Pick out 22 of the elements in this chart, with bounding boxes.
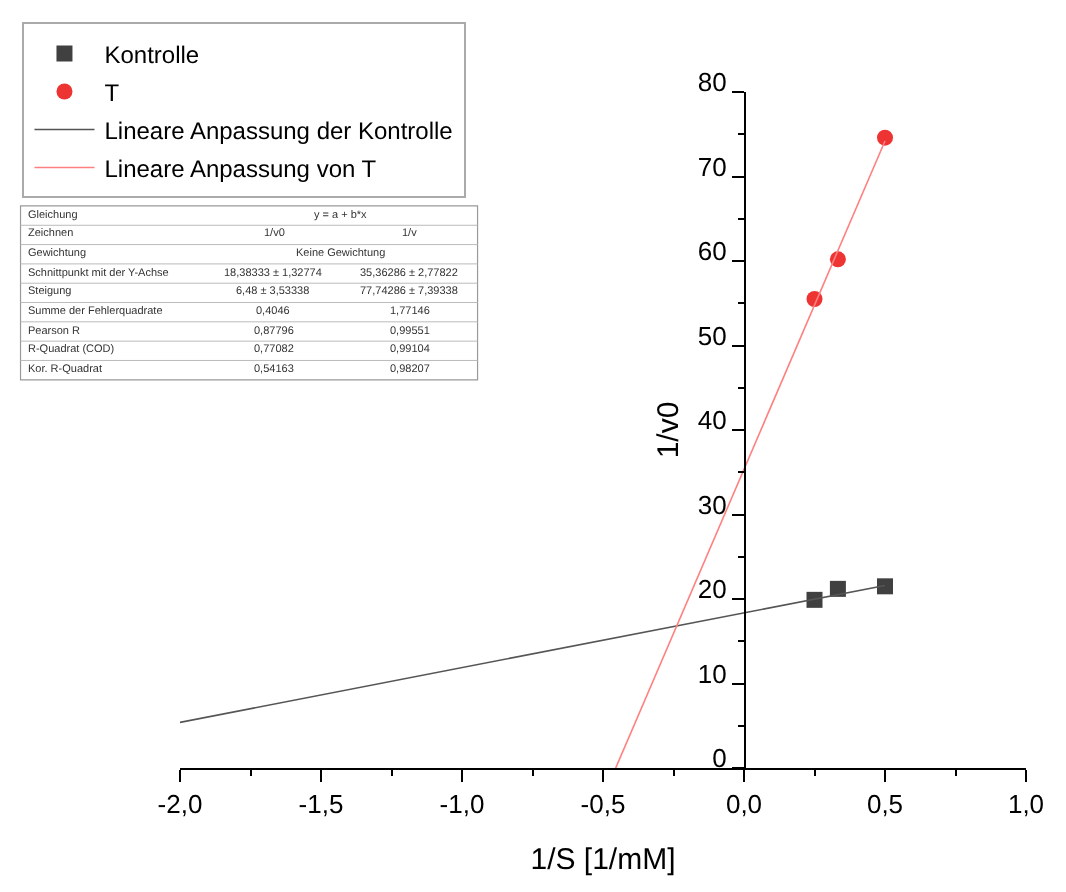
y-axis-title: 1/v0 xyxy=(652,401,687,459)
x-axis-title: 1/S [1/mM] xyxy=(530,843,676,878)
x-tick-label: -1,5 xyxy=(298,789,344,820)
legend-label: Lineare Anpassung der Kontrolle xyxy=(104,116,454,145)
x-tick-label: 1,0 xyxy=(1007,789,1045,820)
y-tick-label: 20 xyxy=(697,574,727,605)
y-tick-label: 70 xyxy=(697,151,727,182)
y-tick-label: 40 xyxy=(697,405,727,436)
y-tick-label: 0 xyxy=(712,743,727,774)
legend-label: Lineare Anpassung von T xyxy=(104,154,378,183)
y-tick-label: 30 xyxy=(697,489,727,520)
x-tick-label: -1,0 xyxy=(439,789,485,820)
x-tick-label: 0,5 xyxy=(866,789,904,820)
x-tick-label: -2,0 xyxy=(157,789,203,820)
y-tick-label: 50 xyxy=(697,320,727,351)
y-tick-label: 60 xyxy=(697,236,727,267)
y-tick-label: 80 xyxy=(697,67,727,98)
y-tick-label: 10 xyxy=(697,658,727,689)
legend-label: T xyxy=(104,78,121,107)
x-tick-label: 0,0 xyxy=(725,789,763,820)
legend-label: Kontrolle xyxy=(104,40,200,69)
x-tick-label: -0,5 xyxy=(580,789,626,820)
